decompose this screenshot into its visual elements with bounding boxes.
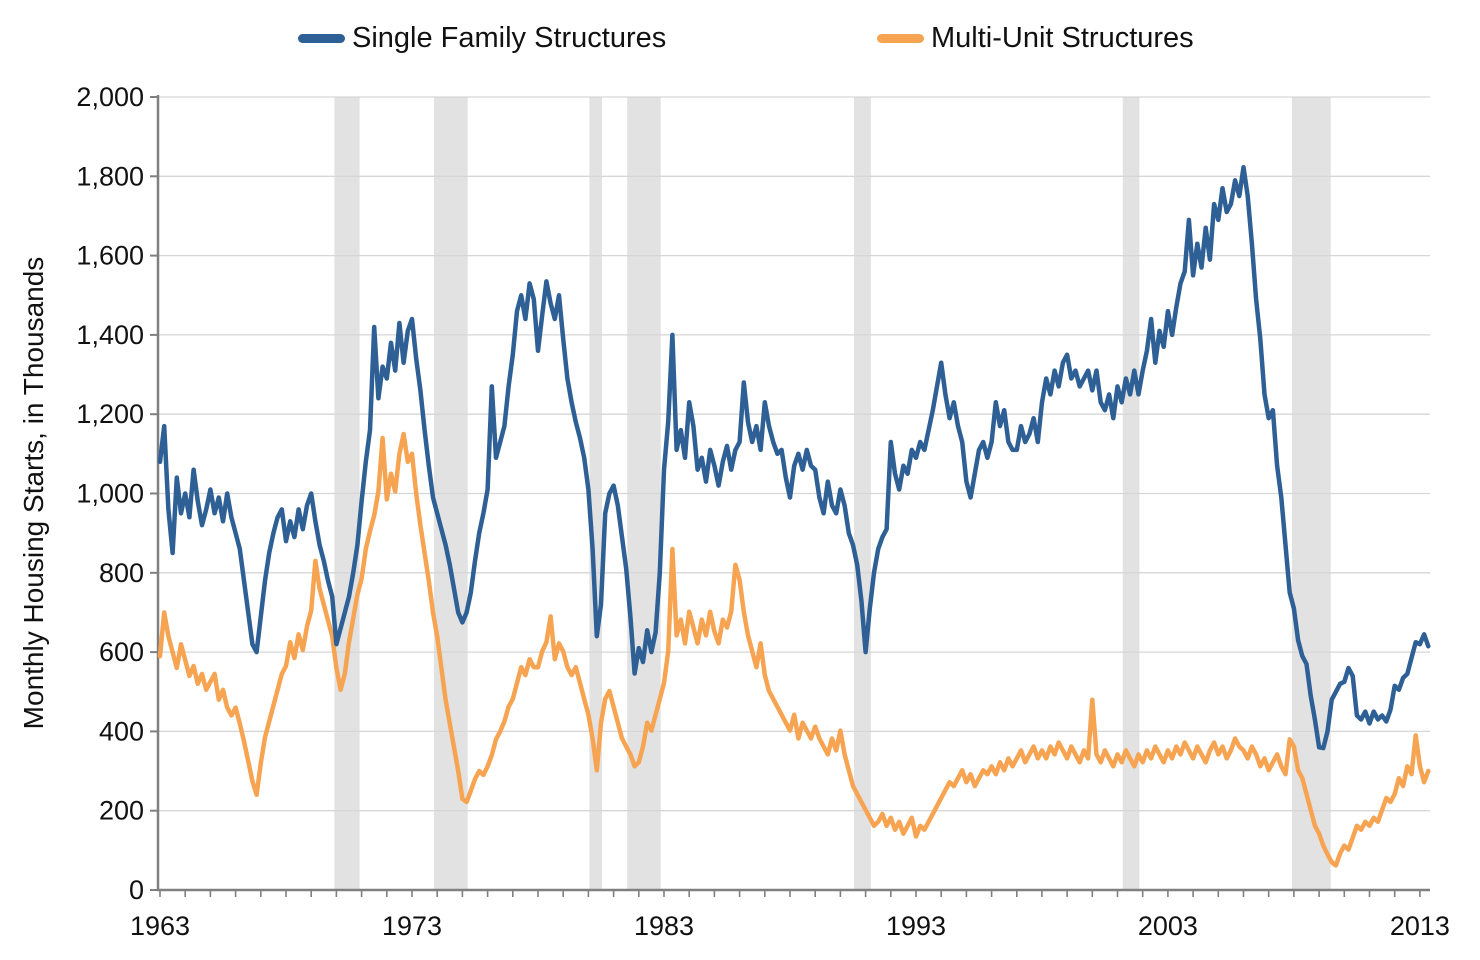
y-axis-title: Monthly Housing Starts, in Thousands [18, 256, 49, 730]
x-tick-label: 2013 [1390, 911, 1450, 941]
y-tick-label: 2,000 [76, 82, 144, 112]
x-tick-label: 1963 [130, 911, 190, 941]
multi-unit-line-swatch [877, 34, 924, 43]
legend-item-multi-unit: Multi-Unit Structures [877, 22, 1194, 55]
y-tick-label: 1,400 [76, 320, 144, 350]
single-family-line-swatch [298, 34, 345, 43]
legend-item-single-family: Single Family Structures [298, 22, 666, 55]
y-tick-label: 800 [99, 558, 144, 588]
legend-label-single-family: Single Family Structures [352, 22, 667, 54]
y-tick-label: 1,200 [76, 399, 144, 429]
y-tick-label: 200 [99, 796, 144, 826]
y-tick-label: 600 [99, 637, 144, 667]
y-tick-label: 1,000 [76, 479, 144, 509]
y-tick-label: 1,800 [76, 161, 144, 191]
x-tick-label: 1993 [886, 911, 946, 941]
legend-label-multi-unit: Multi-Unit Structures [931, 22, 1194, 54]
x-tick-label: 1973 [382, 911, 442, 941]
x-tick-label: 2003 [1138, 911, 1198, 941]
x-tick-label: 1983 [634, 911, 694, 941]
y-tick-label: 400 [99, 716, 144, 746]
y-tick-label: 1,600 [76, 241, 144, 271]
y-tick-label: 0 [129, 875, 144, 905]
series-line-multi-unit-structures [157, 431, 1431, 868]
series-line-single-family-structures [157, 164, 1431, 751]
